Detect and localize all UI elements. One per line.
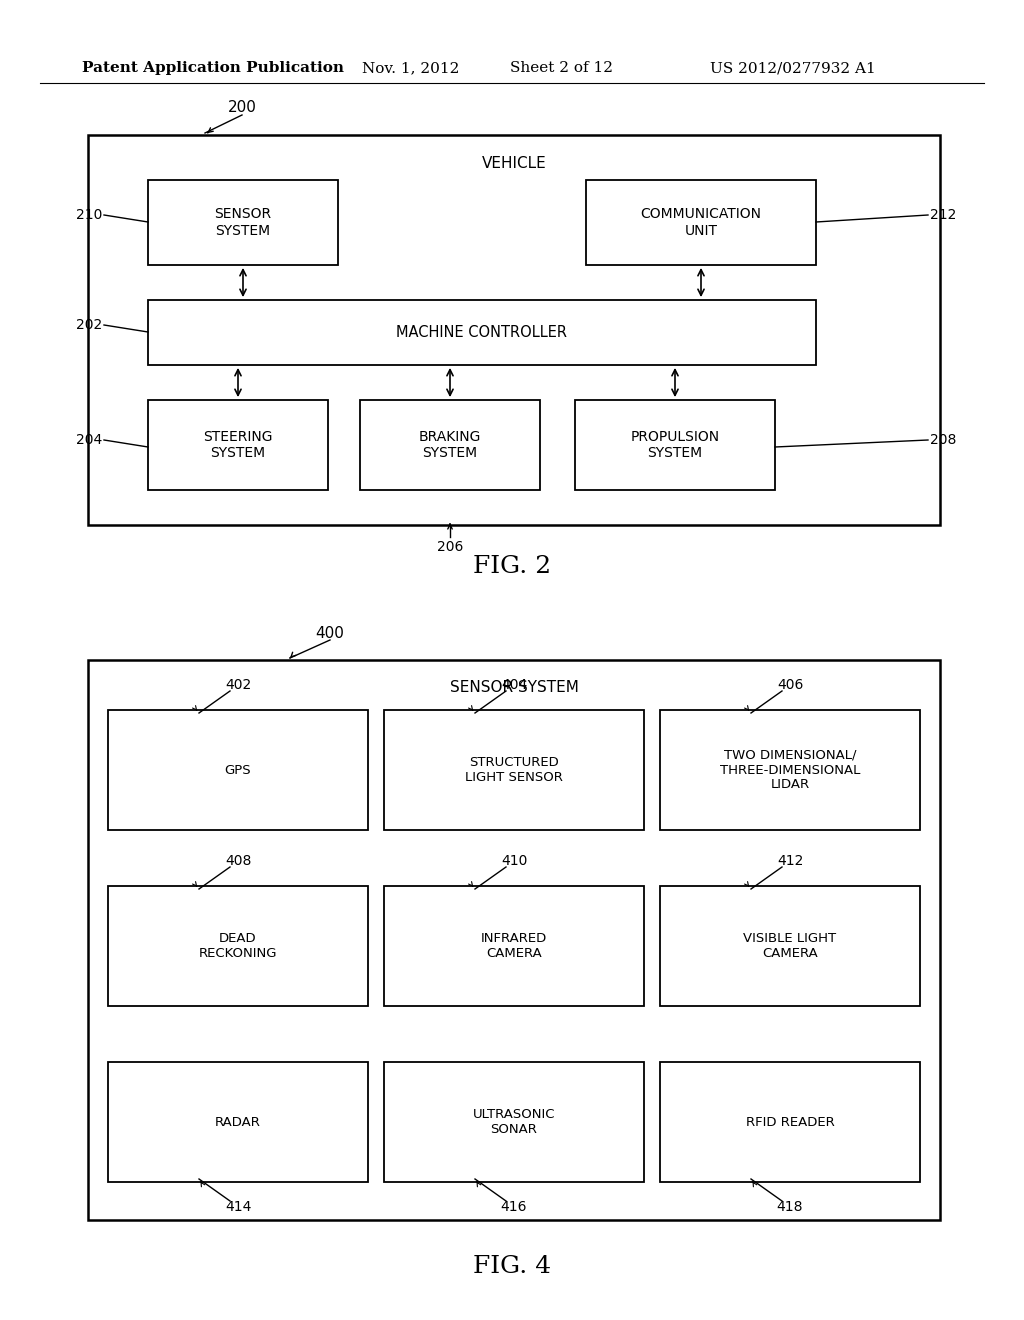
Text: INFRARED
CAMERA: INFRARED CAMERA	[481, 932, 547, 960]
Text: 210: 210	[76, 209, 102, 222]
Text: ULTRASONIC
SONAR: ULTRASONIC SONAR	[473, 1107, 555, 1137]
Text: 402: 402	[225, 678, 251, 692]
Text: 418: 418	[777, 1200, 803, 1214]
Bar	[384, 1063, 644, 1181]
Text: 200: 200	[227, 100, 256, 116]
Text: 412: 412	[777, 854, 803, 869]
Text: 416: 416	[501, 1200, 527, 1214]
Text: STRUCTURED
LIGHT SENSOR: STRUCTURED LIGHT SENSOR	[465, 756, 563, 784]
Text: 404: 404	[501, 678, 527, 692]
Bar	[148, 300, 816, 366]
Bar	[384, 886, 644, 1006]
Text: Patent Application Publication: Patent Application Publication	[82, 61, 344, 75]
Bar	[148, 180, 338, 265]
Bar	[108, 710, 368, 830]
Text: COMMUNICATION
UNIT: COMMUNICATION UNIT	[640, 207, 762, 238]
Text: 414: 414	[225, 1200, 251, 1214]
Bar	[360, 400, 540, 490]
Text: 212: 212	[930, 209, 956, 222]
Text: STEERING
SYSTEM: STEERING SYSTEM	[203, 430, 272, 461]
Text: DEAD
RECKONING: DEAD RECKONING	[199, 932, 278, 960]
Text: 408: 408	[225, 854, 251, 869]
Text: 206: 206	[437, 540, 463, 554]
Bar	[148, 400, 328, 490]
Text: MACHINE CONTROLLER: MACHINE CONTROLLER	[396, 325, 567, 341]
Text: BRAKING
SYSTEM: BRAKING SYSTEM	[419, 430, 481, 461]
Text: TWO DIMENSIONAL/
THREE-DIMENSIONAL
LIDAR: TWO DIMENSIONAL/ THREE-DIMENSIONAL LIDAR	[720, 748, 860, 792]
Text: 202: 202	[76, 318, 102, 333]
Bar	[575, 400, 775, 490]
Bar	[660, 1063, 920, 1181]
Text: FIG. 4: FIG. 4	[473, 1255, 551, 1278]
Text: 406: 406	[777, 678, 803, 692]
Text: PROPULSION
SYSTEM: PROPULSION SYSTEM	[631, 430, 720, 461]
Bar	[88, 135, 940, 525]
Text: RADAR: RADAR	[215, 1115, 261, 1129]
Text: VEHICLE: VEHICLE	[481, 156, 547, 170]
Text: Nov. 1, 2012: Nov. 1, 2012	[362, 61, 460, 75]
Text: 410: 410	[501, 854, 527, 869]
Text: RFID READER: RFID READER	[745, 1115, 835, 1129]
Bar	[108, 886, 368, 1006]
Text: SENSOR
SYSTEM: SENSOR SYSTEM	[214, 207, 271, 238]
Text: Sheet 2 of 12: Sheet 2 of 12	[510, 61, 613, 75]
Text: SENSOR SYSTEM: SENSOR SYSTEM	[450, 681, 579, 696]
Text: FIG. 2: FIG. 2	[473, 554, 551, 578]
Bar	[586, 180, 816, 265]
Bar	[88, 660, 940, 1220]
Bar	[108, 1063, 368, 1181]
Text: US 2012/0277932 A1: US 2012/0277932 A1	[710, 61, 876, 75]
Bar	[660, 886, 920, 1006]
Text: 204: 204	[76, 433, 102, 447]
Text: VISIBLE LIGHT
CAMERA: VISIBLE LIGHT CAMERA	[743, 932, 837, 960]
Text: 400: 400	[315, 626, 344, 640]
Text: GPS: GPS	[224, 763, 251, 776]
Bar	[384, 710, 644, 830]
Text: 208: 208	[930, 433, 956, 447]
Bar	[660, 710, 920, 830]
